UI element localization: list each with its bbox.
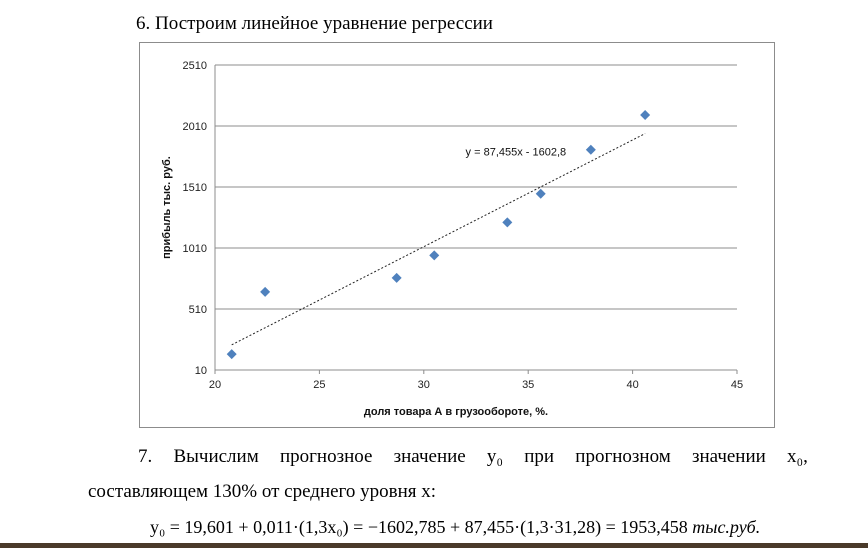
y-axis-title: прибыль тыс. руб. — [161, 156, 173, 259]
x-tick-label: 30 — [418, 379, 430, 391]
x-tick-label: 45 — [731, 379, 743, 391]
x-tick-label: 25 — [313, 379, 325, 391]
y-tick-label: 510 — [189, 304, 207, 316]
trendline-equation: y = 87,455x - 1602,8 — [466, 146, 567, 158]
trendline — [231, 133, 646, 346]
p7-word: прогнозном — [575, 446, 671, 467]
formula-expression: y₀ = 19,601 + 0,011·(1,3x₀) = −1602,785 … — [150, 517, 688, 537]
data-point — [260, 286, 271, 297]
data-point — [391, 272, 402, 283]
paragraph-7-line-1: 7. Вычислим прогнозное значение y₀ при п… — [88, 445, 808, 469]
p7-word: значении — [691, 446, 766, 467]
y-tick-label: 2010 — [183, 121, 207, 133]
p7-word: y₀ — [486, 446, 504, 467]
p7-word: x₀, — [787, 446, 808, 467]
p7-word: значение — [393, 446, 466, 467]
data-point — [535, 188, 546, 199]
p7-word: 7. — [138, 446, 153, 467]
scatter-chart: 10 510 1010 1510 2010 2510 20 25 30 35 40 45 y = 87,… — [139, 42, 775, 428]
p7-word: при — [524, 446, 555, 467]
p7-word: Вычислим — [173, 446, 259, 467]
paragraph-7: 7. Вычислим прогнозное значение y₀ при п… — [88, 445, 808, 504]
chart-svg: 10 510 1010 1510 2010 2510 20 25 30 35 40 45 y = 87,… — [161, 60, 743, 418]
data-point — [226, 349, 237, 360]
y-tick-label: 1510 — [183, 182, 207, 194]
data-point — [640, 110, 651, 121]
y-tick-label: 2510 — [183, 60, 207, 72]
bottom-edge-strip — [0, 543, 868, 548]
section-heading: 6. Построим линейное уравнение регрессии — [136, 13, 493, 34]
x-tick-label: 40 — [626, 379, 638, 391]
y-tick-label: 1010 — [183, 243, 207, 255]
data-point — [429, 250, 440, 261]
y-tick-label: 10 — [195, 365, 207, 377]
data-point — [585, 144, 596, 155]
x-axis-title: доля товара А в грузообороте, %. — [364, 406, 548, 418]
p7-word: прогнозное — [279, 446, 373, 467]
paragraph-7-line-2: составляющем 130% от среднего уровня x: — [88, 481, 437, 502]
x-tick-label: 20 — [209, 379, 221, 391]
x-tick-label: 35 — [522, 379, 534, 391]
formula-unit: тыс.руб. — [692, 517, 761, 537]
data-point — [502, 217, 513, 228]
forecast-formula: y₀ = 19,601 + 0,011·(1,3x₀) = −1602,785 … — [150, 516, 760, 538]
